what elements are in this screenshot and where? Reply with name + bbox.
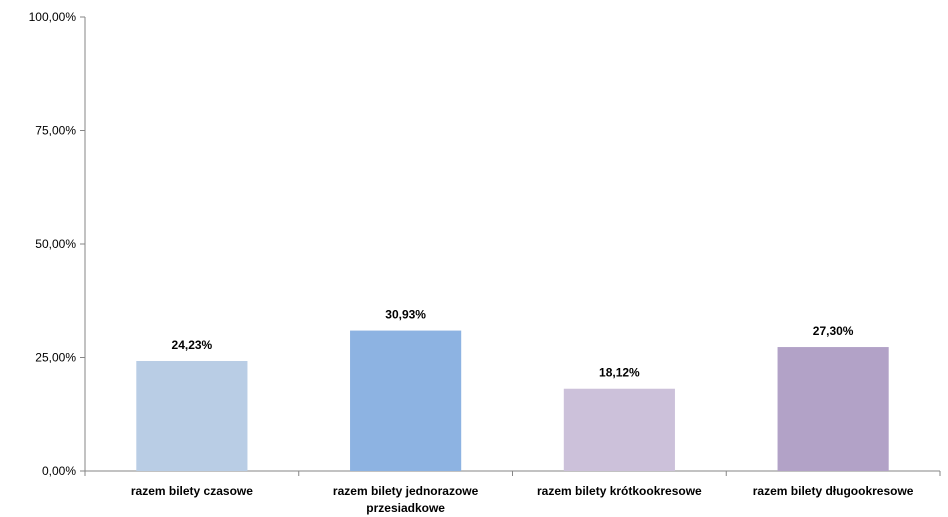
y-tick-label: 75,00% [35, 124, 76, 138]
bar [777, 347, 889, 471]
bar-data-label: 24,23% [172, 338, 213, 352]
data-labels: 24,23% 30,93% 18,12% 27,30% [172, 308, 854, 380]
bar-data-label: 27,30% [813, 324, 854, 338]
y-axis-ticks: 0,00% 25,00% 50,00% 75,00% 100,00% [29, 10, 85, 478]
x-axis-labels: razem bilety czasowe razem bilety jednora… [131, 484, 914, 515]
y-tick-label: 50,00% [35, 237, 76, 251]
y-tick-label: 0,00% [42, 464, 76, 478]
category-label: razem bilety czasowe [131, 484, 253, 498]
category-label: razem bilety długookresowe [753, 484, 914, 498]
category-label: razem bilety krótkookresowe [537, 484, 702, 498]
y-tick-label: 25,00% [35, 351, 76, 365]
bar-data-label: 18,12% [599, 366, 640, 380]
bar [136, 360, 248, 471]
bar [563, 388, 675, 471]
category-label: razem bilety jednorazowe przesiadkowe [333, 484, 479, 515]
bars [136, 330, 889, 471]
bar-data-label: 30,93% [385, 308, 426, 322]
y-tick-label: 100,00% [29, 10, 77, 24]
bar [350, 330, 462, 471]
